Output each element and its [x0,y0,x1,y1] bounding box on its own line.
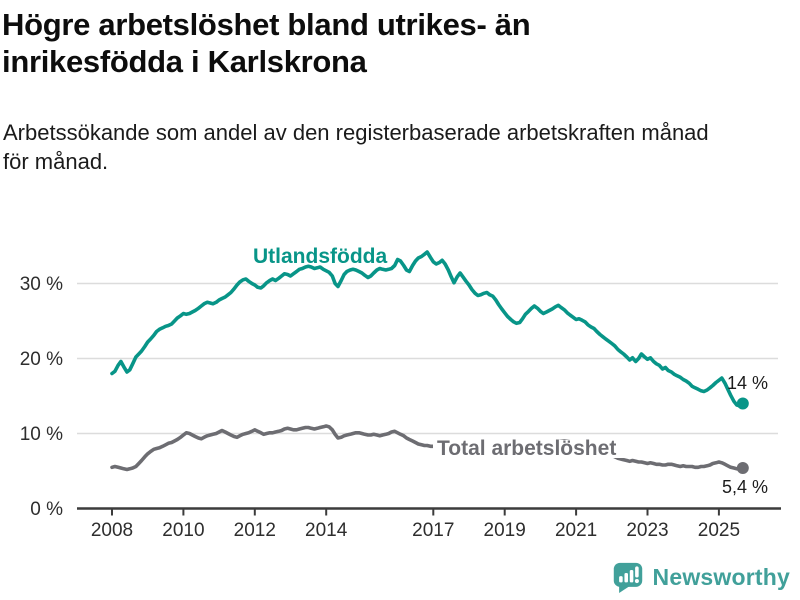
y-tick-label: 0 % [30,499,63,520]
x-tick-label: 2008 [91,520,133,541]
title-line-1: Högre arbetslöshet bland utrikes- än [2,7,531,42]
x-tick-label: 2012 [234,520,276,541]
total-label-backing [433,440,627,458]
x-tick-label: 2019 [484,520,526,541]
subtitle-line-1: Arbetssökande som andel av den registerb… [3,120,709,145]
series-layer [110,250,749,474]
chart-subtitle: Arbetssökande som andel av den registerb… [3,118,709,176]
annotations-layer: Utlandsfödda Total arbetslöshet 14 % 5,4… [253,245,768,497]
y-tick-label: 30 % [20,274,63,295]
series-line [110,250,745,408]
x-tick-label: 2021 [555,520,597,541]
newsworthy-logo[interactable]: Newsworthy [612,561,790,594]
title-line-2: inrikesfödda i Karlskrona [2,44,367,79]
x-tick-label: 2014 [305,520,348,541]
axes-layer: 0 % 10 % 20 % 30 % 2008 2010 2012 2014 2017 2019 2… [20,274,781,541]
x-tick-label: 2010 [162,520,204,541]
end-value-label-utlandsfodda: 14 % [727,373,768,393]
series-label-utlandsfodda: Utlandsfödda [253,245,387,268]
x-tick-label: 2023 [626,520,668,541]
x-tick-label: 2025 [698,520,740,541]
newsworthy-wordmark: Newsworthy [652,564,790,590]
x-tick-label: 2017 [412,520,454,541]
y-tick-label: 20 % [20,349,63,370]
y-tick-label: 10 % [20,424,63,445]
subtitle-line-2: för månad. [3,149,109,174]
series-label-total-arbetsloshet: Total arbetslöshet [437,437,616,460]
series-end-dot [736,397,749,410]
series-end-dot [736,462,749,474]
newsworthy-icon [613,562,642,594]
end-value-label-total: 5,4 % [722,477,768,497]
series-line [110,424,745,472]
page-title: Högre arbetslöshet bland utrikes- än inr… [2,6,531,80]
